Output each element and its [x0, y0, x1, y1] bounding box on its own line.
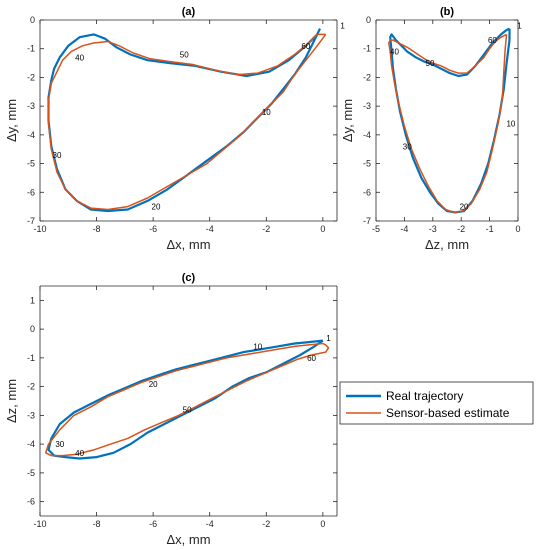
y-tick-label: 1 — [30, 295, 35, 305]
y-tick-label: -1 — [363, 44, 371, 54]
point-annotation: 60 — [488, 36, 497, 45]
y-tick-label: -5 — [27, 159, 35, 169]
y-tick-label: -5 — [363, 159, 371, 169]
y-tick-label: -3 — [27, 410, 35, 420]
y-tick-label: -2 — [27, 382, 35, 392]
point-annotation: 40 — [390, 48, 399, 57]
point-annotation: 50 — [180, 50, 189, 59]
point-annotation: 20 — [460, 203, 469, 212]
y-tick-label: -1 — [27, 353, 35, 363]
y-tick-label: -2 — [27, 72, 35, 82]
point-annotation: 40 — [75, 53, 84, 62]
x-tick-label: -1 — [486, 224, 494, 234]
y-tick-label: -2 — [363, 72, 371, 82]
y-tick-label: -6 — [363, 187, 371, 197]
point-annotation: 30 — [53, 151, 62, 160]
x-tick-label: -10 — [33, 224, 46, 234]
real-trajectory-line — [389, 27, 511, 214]
y-tick-label: 0 — [30, 324, 35, 334]
y-tick-label: -3 — [363, 101, 371, 111]
y-tick-label: -3 — [27, 101, 35, 111]
point-annotation: 50 — [183, 406, 192, 415]
point-annotation: 20 — [152, 203, 161, 212]
x-axis-label: Δx, mm — [166, 532, 210, 547]
point-annotation: 10 — [262, 108, 271, 117]
legend-box — [339, 381, 534, 425]
x-tick-label: -10 — [33, 519, 46, 529]
y-tick-label: -1 — [27, 44, 35, 54]
x-tick-label: -4 — [206, 519, 214, 529]
x-tick-label: -2 — [262, 519, 270, 529]
x-tick-label: -8 — [93, 224, 101, 234]
y-tick-label: -4 — [27, 130, 35, 140]
y-tick-label: -5 — [27, 468, 35, 478]
x-tick-label: -5 — [372, 224, 380, 234]
y-tick-label: -7 — [27, 216, 35, 226]
legend: Real trajectory Sensor-based estimate — [339, 381, 534, 425]
x-tick-label: -2 — [457, 224, 465, 234]
sensor-estimate-line — [388, 33, 508, 214]
y-axis-label: Δy, mm — [4, 99, 19, 142]
real-trajectory-line — [47, 339, 324, 460]
point-annotation: 1 — [326, 334, 331, 343]
legend-sensor-label: Sensor-based estimate — [386, 406, 510, 420]
x-tick-label: 0 — [515, 224, 520, 234]
point-annotation: 40 — [75, 449, 84, 458]
x-axis-label: Δx, mm — [166, 237, 210, 252]
x-tick-label: -6 — [149, 224, 157, 234]
y-tick-label: -4 — [363, 130, 371, 140]
point-annotation: 1 — [517, 22, 522, 31]
y-tick-label: -4 — [27, 439, 35, 449]
point-annotation: 10 — [506, 119, 515, 128]
y-tick-label: 0 — [366, 15, 371, 25]
point-annotation: 60 — [307, 354, 316, 363]
y-axis-label: Δz, mm — [4, 379, 19, 423]
point-annotation: 30 — [403, 142, 412, 151]
point-annotation: 60 — [301, 42, 310, 51]
chart-title: (a) — [182, 6, 196, 18]
x-tick-label: 0 — [320, 519, 325, 529]
x-tick-label: -3 — [429, 224, 437, 234]
legend-real-label: Real trajectory — [386, 389, 463, 403]
y-tick-label: -7 — [363, 216, 371, 226]
x-tick-label: 0 — [320, 224, 325, 234]
chart-title: (b) — [440, 6, 454, 18]
point-annotation: 1 — [340, 22, 345, 31]
y-tick-label: 0 — [30, 15, 35, 25]
y-axis-label: Δy, mm — [340, 99, 355, 142]
x-axis-label: Δz, mm — [425, 237, 469, 252]
x-tick-label: -8 — [93, 519, 101, 529]
x-tick-label: -4 — [206, 224, 214, 234]
chart-title: (c) — [182, 272, 196, 284]
x-tick-label: -4 — [400, 224, 408, 234]
y-tick-label: -6 — [27, 187, 35, 197]
x-tick-label: -6 — [149, 519, 157, 529]
chart-panel-b: (b) -5 -4 -3 -2 -1 0 -7 -6 -5 -4 -3 -2 -1 0 Δz, mm Δy, m… — [340, 6, 522, 252]
y-tick-label: -6 — [27, 497, 35, 507]
x-tick-label: -2 — [262, 224, 270, 234]
point-annotation: 10 — [253, 342, 262, 351]
point-annotation: 30 — [55, 440, 64, 449]
sensor-estimate-line — [44, 342, 330, 457]
sensor-estimate-line — [47, 33, 327, 211]
point-annotation: 20 — [149, 380, 158, 389]
point-annotation: 50 — [426, 59, 435, 68]
